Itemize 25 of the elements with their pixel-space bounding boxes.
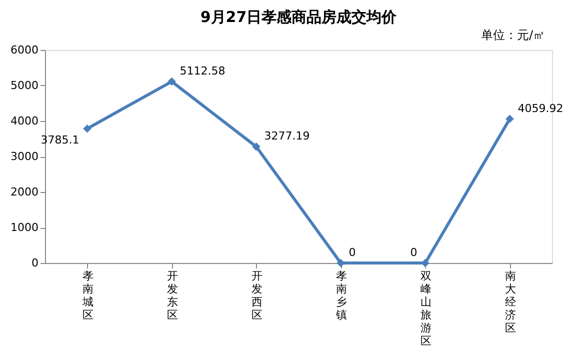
text: 单位：元/㎡	[480, 28, 545, 42]
data-label: 3785.1	[40, 134, 80, 147]
y-tick-label: 4000	[10, 114, 38, 128]
x-tick-label: 开发西区	[251, 270, 262, 322]
x-tick-label: 南大经济区	[504, 270, 516, 334]
y-tick-label: 5000	[10, 79, 38, 92]
x-tick-label: 开发东区	[166, 270, 178, 322]
data-label: 0	[410, 246, 418, 259]
x-tick-label: 孝南乡镇	[334, 270, 347, 322]
y-tick-label: 6000	[10, 44, 38, 56]
point	[506, 114, 514, 124]
data-label: 0	[348, 246, 356, 259]
data-label: 3277.19	[264, 130, 310, 143]
point	[83, 124, 92, 133]
y-tick-label: 0	[32, 256, 38, 270]
chart-title: 9月27日孝感商品房成交均价	[200, 8, 398, 26]
point	[252, 142, 260, 151]
y-tick-label: 1000	[10, 221, 38, 234]
x-tick-label: 孝南城区	[81, 270, 94, 322]
y-tick-label: 3000	[10, 150, 38, 163]
x-tick-label: 双峰山旅游区	[420, 270, 432, 348]
y-tick-label: 2000	[10, 186, 38, 198]
point	[168, 77, 176, 86]
data-label: 5112.58	[180, 64, 226, 78]
data-label: 4059.92	[518, 102, 564, 115]
